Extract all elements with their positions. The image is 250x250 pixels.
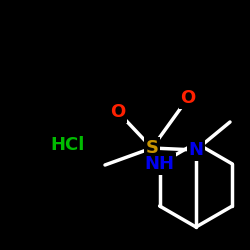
Text: HCl: HCl	[51, 136, 85, 154]
Text: N: N	[188, 141, 204, 159]
Text: O: O	[110, 103, 126, 121]
Text: O: O	[180, 89, 196, 107]
Text: NH: NH	[145, 155, 175, 173]
Text: S: S	[146, 139, 158, 157]
